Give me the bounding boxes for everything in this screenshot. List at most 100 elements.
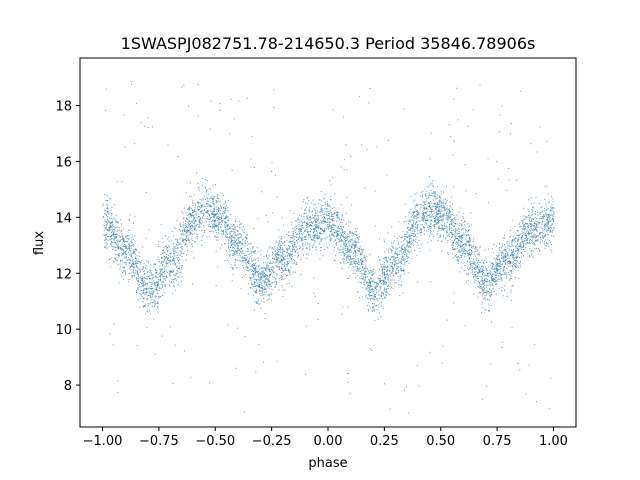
data-point bbox=[374, 287, 376, 289]
data-point bbox=[232, 239, 234, 241]
data-point bbox=[510, 278, 512, 280]
data-point bbox=[425, 212, 427, 214]
data-point bbox=[135, 269, 137, 271]
data-point bbox=[463, 228, 465, 230]
data-point bbox=[263, 274, 265, 276]
data-point bbox=[224, 243, 226, 244]
data-point bbox=[137, 288, 139, 290]
data-point bbox=[522, 246, 524, 248]
data-point bbox=[134, 272, 136, 274]
data-point bbox=[142, 277, 144, 279]
data-point bbox=[365, 288, 367, 290]
data-point bbox=[532, 226, 534, 228]
data-point bbox=[272, 247, 274, 249]
data-point bbox=[318, 237, 320, 239]
data-point bbox=[374, 295, 376, 297]
data-point bbox=[322, 211, 324, 213]
data-point bbox=[212, 219, 214, 221]
data-point bbox=[120, 230, 122, 232]
data-point bbox=[390, 265, 392, 267]
data-point bbox=[346, 248, 348, 250]
data-point bbox=[524, 237, 526, 239]
data-point bbox=[201, 199, 203, 201]
data-point bbox=[217, 239, 219, 241]
data-point bbox=[491, 265, 493, 267]
data-point bbox=[330, 240, 332, 242]
data-point bbox=[157, 300, 159, 302]
data-point bbox=[551, 208, 553, 210]
data-point bbox=[105, 200, 107, 202]
data-point bbox=[138, 275, 140, 277]
data-point bbox=[198, 224, 200, 226]
data-point bbox=[429, 210, 431, 212]
data-point bbox=[512, 240, 514, 242]
data-point bbox=[534, 216, 536, 218]
data-point bbox=[259, 279, 261, 281]
data-point bbox=[264, 288, 266, 290]
data-point bbox=[502, 258, 504, 260]
data-point bbox=[510, 255, 512, 257]
data-point bbox=[511, 255, 513, 257]
data-point bbox=[410, 250, 412, 252]
data-point bbox=[389, 259, 391, 261]
data-point bbox=[405, 236, 407, 238]
data-point bbox=[504, 271, 506, 273]
data-point bbox=[146, 290, 148, 292]
data-point bbox=[357, 237, 359, 239]
data-point bbox=[371, 288, 373, 290]
data-point bbox=[264, 282, 266, 284]
data-point bbox=[427, 241, 429, 243]
data-point bbox=[131, 247, 133, 249]
data-point bbox=[502, 260, 504, 262]
data-point bbox=[137, 269, 139, 271]
data-point bbox=[291, 243, 293, 245]
data-point bbox=[110, 221, 112, 223]
data-point bbox=[146, 326, 148, 328]
data-point bbox=[309, 235, 311, 237]
data-point bbox=[343, 255, 345, 257]
data-point bbox=[398, 254, 400, 256]
data-point bbox=[209, 215, 211, 217]
data-point bbox=[233, 224, 235, 226]
data-point bbox=[486, 273, 488, 275]
data-point bbox=[237, 254, 239, 256]
data-point bbox=[110, 225, 112, 227]
data-point bbox=[157, 289, 159, 291]
data-point bbox=[122, 246, 124, 248]
data-point bbox=[313, 292, 315, 294]
data-point bbox=[297, 248, 299, 250]
data-point bbox=[173, 250, 175, 252]
data-point bbox=[219, 103, 221, 105]
data-point bbox=[409, 239, 411, 241]
data-point bbox=[137, 271, 139, 273]
data-point bbox=[369, 280, 371, 282]
data-point bbox=[273, 258, 275, 260]
data-point bbox=[111, 257, 113, 259]
data-point bbox=[186, 232, 188, 234]
data-point bbox=[293, 212, 295, 214]
data-point bbox=[360, 263, 362, 265]
data-point bbox=[522, 227, 524, 229]
data-point bbox=[173, 260, 175, 262]
data-point bbox=[190, 222, 192, 224]
data-point bbox=[132, 261, 134, 263]
data-point bbox=[379, 260, 381, 262]
data-point bbox=[124, 240, 126, 242]
data-point bbox=[281, 243, 283, 245]
data-point bbox=[231, 280, 233, 282]
data-point bbox=[125, 246, 127, 248]
data-point bbox=[245, 259, 247, 261]
data-point bbox=[438, 206, 440, 208]
data-point bbox=[157, 280, 159, 282]
data-point bbox=[251, 135, 253, 137]
data-point bbox=[129, 245, 131, 247]
data-point bbox=[458, 230, 460, 232]
data-point bbox=[449, 205, 451, 207]
data-point bbox=[123, 239, 125, 241]
data-point bbox=[422, 205, 424, 207]
data-point bbox=[260, 254, 262, 256]
data-point bbox=[427, 209, 429, 211]
data-point bbox=[434, 195, 436, 197]
data-point bbox=[362, 261, 364, 263]
data-point bbox=[330, 184, 332, 186]
